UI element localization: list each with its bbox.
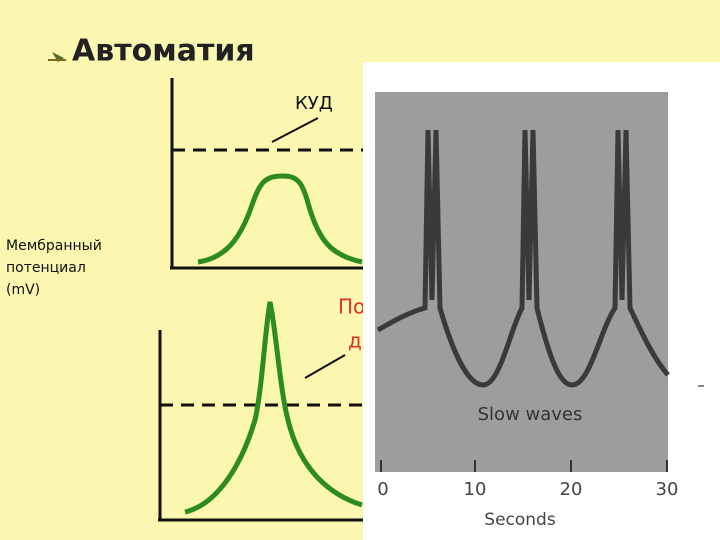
lower-label: По: [338, 295, 365, 319]
pointer: [304, 354, 346, 379]
title: Автоматия: [72, 34, 255, 69]
lower-axes: [158, 330, 365, 522]
action-potential-curve: [184, 301, 363, 515]
photo-ticks: [380, 460, 668, 472]
tick-label: 0: [377, 479, 388, 500]
y-label-line: потенциал: [6, 260, 86, 276]
photo-annotation: Slow waves: [478, 404, 583, 425]
y-label-line: (mV): [6, 282, 40, 298]
upper-axes: [170, 78, 365, 270]
upper-label: КУД: [295, 93, 333, 114]
y-label-line: Мембранный: [6, 238, 102, 254]
potential-curve: [197, 173, 363, 265]
photo-x-label: Seconds: [484, 510, 556, 530]
tick-label: 10: [464, 479, 487, 500]
lower-label: д: [348, 329, 362, 353]
wave-trace: [376, 129, 670, 388]
pointer: [271, 117, 319, 143]
tick-label: 30: [656, 479, 679, 500]
tick-label: 20: [560, 479, 583, 500]
